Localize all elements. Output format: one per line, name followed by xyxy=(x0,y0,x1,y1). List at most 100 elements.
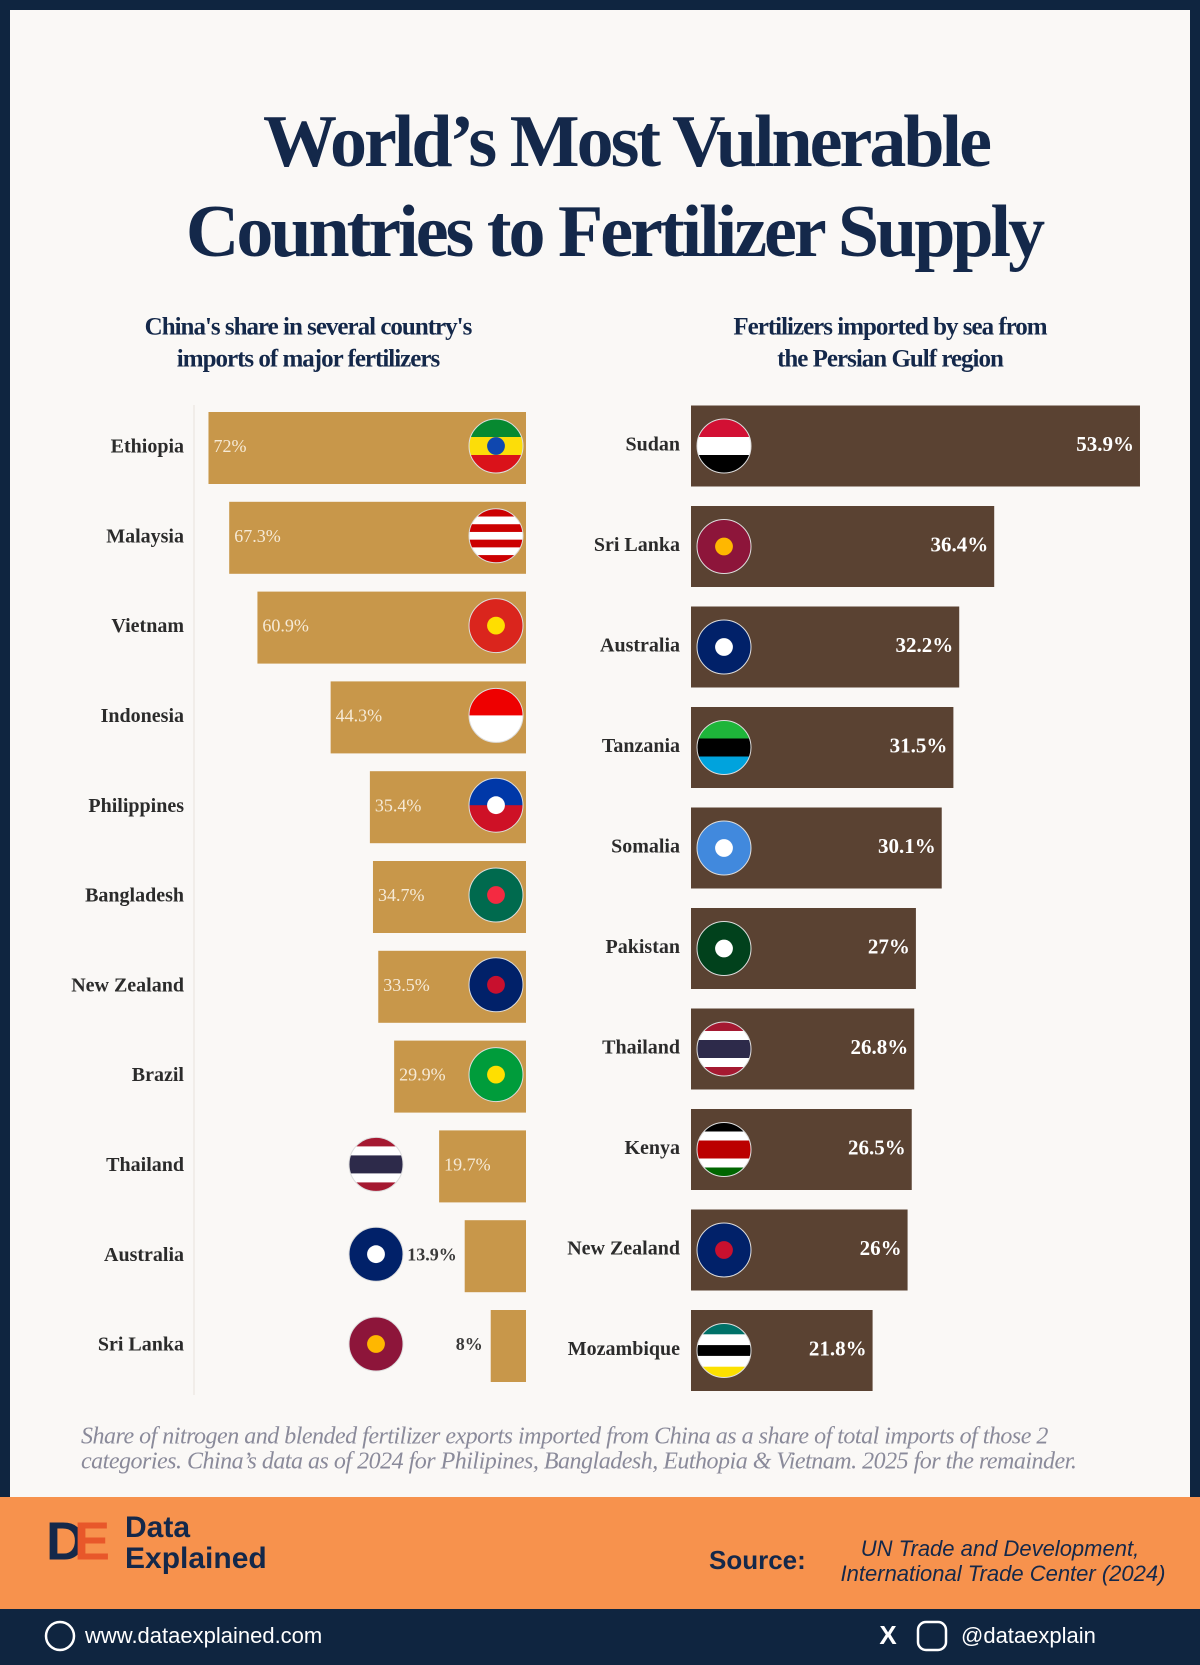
flag xyxy=(697,1022,751,1076)
value-label: 26% xyxy=(860,1236,902,1260)
value-label: 36.4% xyxy=(930,532,988,556)
category-label: Philippines xyxy=(88,795,184,817)
panel xyxy=(10,10,1190,1497)
logo-mark: E xyxy=(74,1511,110,1571)
bar xyxy=(439,1130,526,1203)
flag-emblem xyxy=(487,886,505,904)
category-label: Mozambique xyxy=(568,1338,680,1360)
flag-emblem xyxy=(487,796,505,815)
flag-ring xyxy=(696,1122,752,1177)
flag xyxy=(469,598,523,653)
value-label: 30.1% xyxy=(878,834,936,858)
category-label: Somalia xyxy=(611,836,680,858)
chart-subtitle: imports of major fertilizers xyxy=(177,346,441,373)
bar xyxy=(691,405,1140,487)
flag-ring xyxy=(348,1316,404,1372)
category-label: Bangladesh xyxy=(85,885,184,907)
value-label: 21.8% xyxy=(809,1336,867,1360)
source: UN Trade and Development, xyxy=(861,1536,1139,1561)
category-label: Australia xyxy=(600,635,680,657)
flag-stripe xyxy=(697,738,751,757)
flag-stripe xyxy=(349,1182,403,1192)
flag-stripe xyxy=(469,555,523,563)
flag-stripe xyxy=(697,1158,751,1168)
flag-emblem xyxy=(715,939,733,958)
flag-stripe xyxy=(697,437,751,456)
flag xyxy=(697,720,751,775)
category-label: Thailand xyxy=(602,1037,680,1059)
flag-emblem xyxy=(487,616,505,635)
flag-stripe xyxy=(697,1131,751,1141)
value-label: 26.5% xyxy=(848,1135,906,1159)
flag-stripe xyxy=(697,1058,751,1068)
flag-stripe xyxy=(469,419,523,438)
value-label: 32.2% xyxy=(895,633,953,657)
handle[interactable]: @dataexplain xyxy=(961,1623,1096,1648)
flag-ring xyxy=(696,820,752,876)
flag-ring xyxy=(468,598,524,654)
flag-stripe xyxy=(349,1137,403,1147)
flag xyxy=(469,419,523,473)
flag xyxy=(697,519,751,574)
flag-ring xyxy=(696,720,752,775)
value-label: 35.4% xyxy=(375,795,422,815)
value-label: 72% xyxy=(213,436,246,456)
flag-stripe xyxy=(697,1149,751,1159)
category-label: Indonesia xyxy=(101,705,184,727)
flag-emblem xyxy=(367,1335,385,1353)
value-label: 60.9% xyxy=(262,616,309,636)
website[interactable]: www.dataexplained.com xyxy=(84,1623,322,1648)
note: Share of nitrogen and blended fertilizer… xyxy=(81,1424,1048,1450)
bar xyxy=(490,1310,526,1382)
flag-stripe xyxy=(697,756,751,775)
flag xyxy=(349,1227,403,1282)
flag-emblem xyxy=(715,1241,733,1259)
flag-stripe xyxy=(697,1355,751,1368)
flag-ring xyxy=(468,777,524,833)
flag-emblem xyxy=(715,839,733,857)
flag-ring xyxy=(468,418,524,474)
bar xyxy=(464,1220,526,1293)
flag xyxy=(697,821,751,875)
source-label: Source: xyxy=(709,1545,806,1575)
flag-ring xyxy=(348,1136,404,1192)
flag-emblem xyxy=(487,975,505,994)
category-label: Brazil xyxy=(132,1064,185,1086)
flag xyxy=(697,1323,751,1378)
x-icon[interactable]: X xyxy=(879,1620,897,1650)
category-label: Thailand xyxy=(106,1154,184,1176)
chart-subtitle: the Persian Gulf region xyxy=(777,346,1004,373)
flag-ring xyxy=(468,957,524,1013)
flag-stripe xyxy=(469,516,523,525)
flag-stripe xyxy=(697,1067,751,1076)
category-label: Pakistan xyxy=(606,936,680,958)
flag-ring xyxy=(348,1226,404,1282)
title: World’s Most Vulnerable xyxy=(263,101,990,183)
flag xyxy=(349,1137,403,1192)
flag-stripe xyxy=(697,1049,751,1059)
flag-ring xyxy=(696,1021,752,1077)
value-label: 31.5% xyxy=(890,733,948,757)
flag-stripe xyxy=(349,1173,403,1183)
source: International Trade Center (2024) xyxy=(841,1561,1166,1586)
flag xyxy=(697,921,751,976)
value-label: 8% xyxy=(456,1334,483,1354)
flag-stripe xyxy=(469,508,523,518)
flag-ring xyxy=(468,508,524,564)
flag-stripe xyxy=(697,1323,751,1335)
category-label: Malaysia xyxy=(106,525,184,547)
flag-stripe xyxy=(697,720,751,739)
flag-ring xyxy=(696,921,752,976)
flag-stripe xyxy=(697,1345,751,1357)
value-label: 26.8% xyxy=(850,1035,908,1059)
chart-subtitle: Fertilizers imported by sea from xyxy=(733,314,1047,341)
instagram-icon[interactable] xyxy=(916,1620,948,1652)
flag-stripe xyxy=(349,1164,403,1174)
flag-stripe xyxy=(697,419,751,438)
flag-stripe xyxy=(469,455,523,473)
category-label: Kenya xyxy=(624,1137,680,1159)
footer-band xyxy=(0,1497,1200,1609)
category-label: New Zealand xyxy=(71,974,184,996)
flag-emblem xyxy=(487,1065,505,1084)
flag-stripe xyxy=(697,1040,751,1050)
